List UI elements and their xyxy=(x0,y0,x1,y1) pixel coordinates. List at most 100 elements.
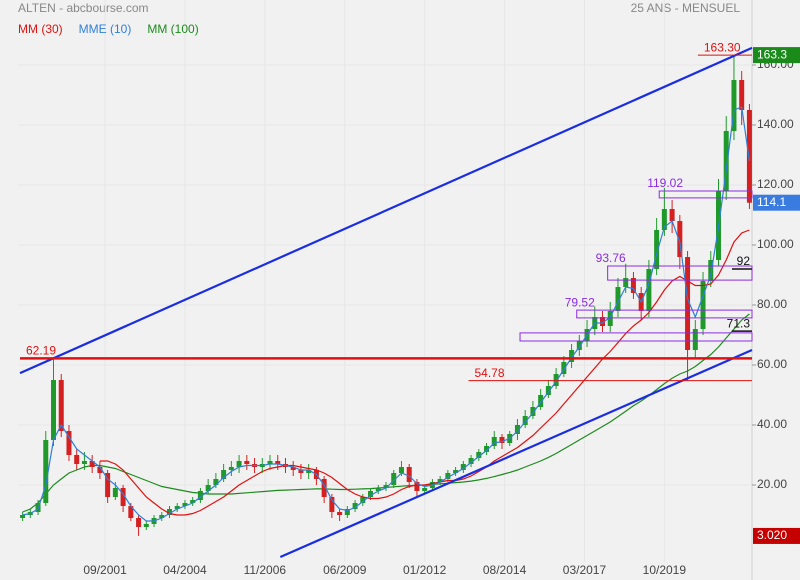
candle-body xyxy=(213,479,219,485)
candle-body xyxy=(453,470,459,473)
candle-body xyxy=(576,341,582,350)
candle-body xyxy=(190,500,196,503)
y-tick-label: 140.00 xyxy=(757,117,794,131)
y-tick-label: 40.00 xyxy=(757,417,787,431)
candle-body xyxy=(236,461,242,467)
price-tag xyxy=(753,194,800,211)
candle-body xyxy=(51,380,57,440)
candle-body xyxy=(422,488,428,491)
level-label: 54.78 xyxy=(474,366,504,380)
x-tick-label: 04/2004 xyxy=(163,563,207,577)
channel-line xyxy=(279,348,753,559)
candle-body xyxy=(445,473,451,479)
zone xyxy=(658,190,753,199)
candle-body xyxy=(569,350,575,362)
candle-body xyxy=(360,497,366,503)
candle-body xyxy=(700,281,706,329)
candle-body xyxy=(414,482,420,491)
candle-body xyxy=(81,461,87,464)
price-tag-label: 3.020 xyxy=(757,528,787,542)
price-tag xyxy=(753,527,800,544)
candle-body xyxy=(383,485,389,488)
candle-body xyxy=(105,473,111,497)
y-tick-label: 60.00 xyxy=(757,357,787,371)
candle-body xyxy=(538,395,544,407)
candle-body xyxy=(437,479,443,482)
candle-body xyxy=(484,446,490,452)
marker-label: 92 xyxy=(737,254,751,268)
x-tick-label: 08/2014 xyxy=(483,563,527,577)
candle-body xyxy=(561,362,567,374)
candle-body xyxy=(746,110,752,203)
candle-body xyxy=(491,437,497,446)
candle-body xyxy=(244,461,250,464)
candle-body xyxy=(600,317,606,326)
candle-body xyxy=(20,515,26,518)
candle-body xyxy=(321,479,327,497)
candle-body xyxy=(460,464,466,470)
ma-line xyxy=(22,106,750,522)
candle-body xyxy=(128,506,134,518)
candle-body xyxy=(74,455,80,464)
y-tick-label: 20.00 xyxy=(757,477,787,491)
candle-body xyxy=(166,509,172,515)
x-tick-label: 10/2019 xyxy=(643,563,687,577)
zone-label: 79.52 xyxy=(565,295,595,309)
x-tick-label: 09/2001 xyxy=(83,563,127,577)
candle-body xyxy=(522,416,528,425)
chart-title: ALTEN - abcbourse.com xyxy=(18,1,149,15)
x-tick-label: 11/2006 xyxy=(244,563,287,577)
candle-body xyxy=(654,230,660,269)
zone xyxy=(607,265,753,281)
candle-body xyxy=(112,488,118,497)
candle-body xyxy=(197,491,203,500)
candle-body xyxy=(174,506,180,509)
candle-body xyxy=(692,329,698,350)
marker-label: 71.3 xyxy=(727,316,751,330)
candle-body xyxy=(723,131,729,191)
zone-label: 93.76 xyxy=(596,251,626,265)
price-tag xyxy=(753,47,800,64)
candle-body xyxy=(182,503,188,506)
candle-body xyxy=(143,524,149,527)
zone-label: 119.02 xyxy=(647,176,683,190)
candle-body xyxy=(398,467,404,473)
candle-body xyxy=(298,470,304,473)
candle-body xyxy=(630,278,636,293)
candle-body xyxy=(228,467,234,470)
ma-line xyxy=(99,229,750,516)
y-tick-label: 120.00 xyxy=(757,177,794,191)
candle-body xyxy=(545,386,551,395)
candle-body xyxy=(677,221,683,257)
candle-body xyxy=(375,488,381,491)
level-label: 163.30 xyxy=(704,40,741,54)
candle-body xyxy=(391,473,397,485)
candle-body xyxy=(275,461,281,464)
chart-subtitle: 25 ANS - MENSUEL xyxy=(631,1,741,15)
x-tick-label: 01/2012 xyxy=(403,563,447,577)
candle-body xyxy=(623,278,629,287)
candle-body xyxy=(739,80,745,110)
candle-body xyxy=(615,287,621,311)
candle-body xyxy=(159,515,165,518)
candle-body xyxy=(58,380,64,431)
zone xyxy=(576,309,753,319)
price-tag-label: 163.3 xyxy=(757,47,787,61)
candle-body xyxy=(120,488,126,506)
channel-line xyxy=(19,46,753,375)
candle-body xyxy=(646,269,652,311)
y-tick-label: 80.00 xyxy=(757,297,787,311)
candle-body xyxy=(221,470,227,479)
candle-body xyxy=(553,374,559,386)
candle-body xyxy=(43,440,49,503)
candle-body xyxy=(352,503,358,509)
candle-body xyxy=(708,260,714,281)
candle-body xyxy=(731,80,737,131)
candle-body xyxy=(66,431,72,455)
candle-body xyxy=(530,407,536,416)
candle-body xyxy=(468,458,474,464)
candle-body xyxy=(499,437,505,443)
price-tag-label: 114.1 xyxy=(757,195,786,209)
